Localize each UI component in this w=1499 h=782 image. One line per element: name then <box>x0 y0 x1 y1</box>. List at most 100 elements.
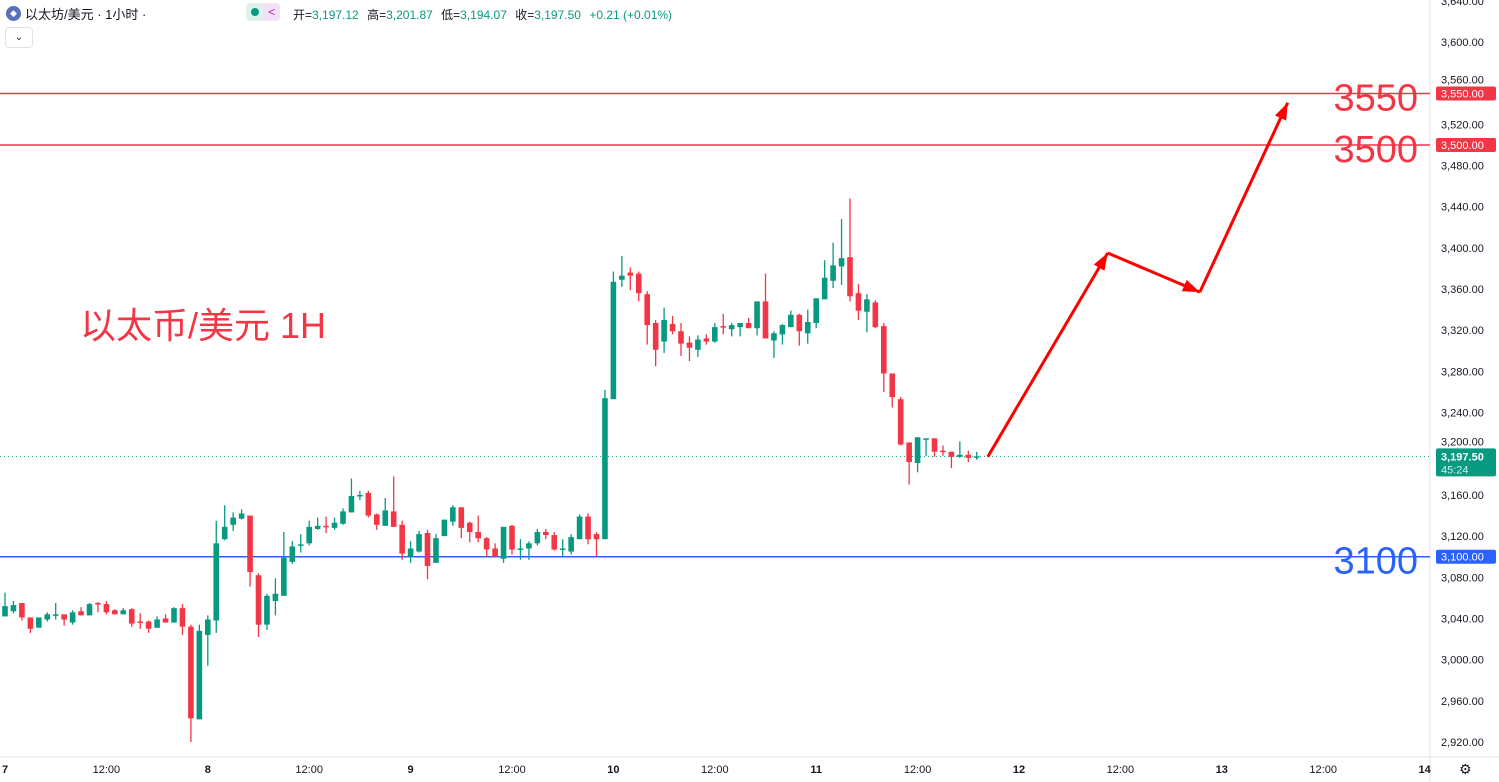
candle-down <box>323 525 329 528</box>
time-tick-label: 9 <box>408 764 414 776</box>
candle-down <box>745 323 752 329</box>
candle-down <box>188 626 194 719</box>
candle-up <box>610 281 617 400</box>
candle-down <box>906 442 912 462</box>
candle-up <box>281 557 287 596</box>
price-tick-label: 3,520.00 <box>1441 119 1484 131</box>
candle-up <box>661 319 667 342</box>
time-tick-label: 10 <box>607 764 619 776</box>
level-axis-badge <box>1436 137 1496 152</box>
candle-up <box>69 612 76 623</box>
symbol-header[interactable]: ◆ 以太坊/美元 · 1小时 · <box>6 4 146 23</box>
candle-up <box>500 526 507 559</box>
candle-up <box>407 548 414 557</box>
candle-up <box>813 298 819 324</box>
candle-up <box>154 619 160 628</box>
candle-down <box>27 617 34 629</box>
high-label: 高= <box>367 8 387 22</box>
candle-down <box>593 534 600 540</box>
price-tick-label: 3,240.00 <box>1441 408 1484 420</box>
price-tick-label: 3,160.00 <box>1441 490 1484 502</box>
candle-up <box>568 537 574 552</box>
candle-up <box>864 299 870 312</box>
market-open-dot-icon <box>250 8 259 16</box>
candle-down <box>458 507 465 528</box>
forecast-arrow-2-head <box>1181 279 1200 293</box>
candle-up <box>534 531 541 544</box>
candle-down <box>940 450 946 453</box>
candle-down <box>931 438 938 452</box>
candle-down <box>19 603 25 618</box>
time-tick-label: 12:00 <box>904 764 932 776</box>
candle-down <box>686 342 693 348</box>
candle-up <box>10 605 17 612</box>
candle-down <box>162 618 169 623</box>
forecast-arrow-3 <box>1198 102 1290 293</box>
candle-up <box>36 617 42 628</box>
candle-down <box>103 604 110 613</box>
time-tick-label: 12:00 <box>1309 764 1337 776</box>
candle-down <box>145 621 152 629</box>
level-label-3100: 3100 <box>1333 541 1418 583</box>
candle-down <box>703 338 710 342</box>
candle-down <box>652 323 659 350</box>
candle-down <box>247 515 253 573</box>
candle-up <box>306 526 312 544</box>
candle-down <box>61 614 67 620</box>
candle-up <box>914 437 921 464</box>
candle-up <box>272 593 279 601</box>
open-label: 开= <box>293 8 313 22</box>
price-tick-label: 3,360.00 <box>1441 284 1484 296</box>
candle-up <box>416 534 422 552</box>
collapse-button[interactable]: ⌄ <box>5 27 33 48</box>
candle-up <box>450 507 456 522</box>
level-axis-badge <box>1436 549 1496 564</box>
last-price-badge <box>1436 448 1496 477</box>
candle-up <box>314 525 321 529</box>
candle-down <box>965 454 972 458</box>
candle-up <box>771 333 777 341</box>
gear-icon[interactable]: ⚙ <box>1459 761 1472 777</box>
level-axis-badge <box>1436 86 1496 101</box>
level-axis-label: 3,550.00 <box>1441 88 1484 100</box>
candle-up <box>264 595 270 625</box>
candle-down <box>137 621 143 624</box>
candle-down <box>492 548 498 557</box>
chart-annotation-title: 以太币/美元 1H <box>80 305 326 346</box>
level-label-3550: 3550 <box>1333 77 1418 119</box>
candle-up <box>357 494 363 497</box>
candle-up <box>923 438 929 440</box>
candle-down <box>483 538 490 550</box>
bar-countdown: 45:24 <box>1441 464 1469 476</box>
price-tick-label: 3,400.00 <box>1441 243 1484 255</box>
candle-down <box>399 524 405 554</box>
candle-up <box>602 398 608 540</box>
candle-down <box>881 326 887 374</box>
close-label: 收= <box>515 8 535 22</box>
symbol-title[interactable]: 以太坊/美元 · 1小时 · <box>25 7 147 22</box>
candle-up <box>297 544 304 546</box>
price-tick-label: 3,480.00 <box>1441 161 1484 173</box>
time-tick-label: 12:00 <box>93 764 121 776</box>
candle-up <box>205 619 211 635</box>
candle-down <box>390 511 397 527</box>
candle-down <box>466 522 473 532</box>
candle-down <box>855 293 862 311</box>
price-tick-label: 3,320.00 <box>1441 325 1484 337</box>
candle-down <box>948 451 955 457</box>
price-tick-label: 2,920.00 <box>1441 737 1484 749</box>
ohlc-readout: 开=3,197.12 高=3,201.87 低=3,194.07 收=3,197… <box>293 6 677 23</box>
candle-up <box>213 543 220 621</box>
candle-down <box>644 294 650 326</box>
candle-down <box>128 609 135 624</box>
candle-down <box>889 373 896 398</box>
chevron-down-icon: ⌄ <box>14 32 24 43</box>
status-pill[interactable]: < <box>246 3 280 21</box>
candle-up <box>44 614 51 620</box>
price-tick-label: 3,560.00 <box>1441 74 1484 86</box>
candle-down <box>255 575 262 625</box>
time-tick-label: 12 <box>1013 764 1025 776</box>
candle-down <box>762 301 769 339</box>
candle-down <box>720 326 727 328</box>
